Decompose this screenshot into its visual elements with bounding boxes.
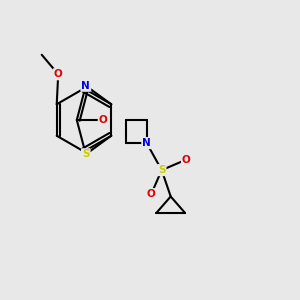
Text: S: S — [82, 149, 89, 159]
Text: O: O — [99, 115, 108, 125]
Text: O: O — [147, 189, 156, 199]
Text: O: O — [54, 69, 63, 79]
Text: S: S — [158, 165, 165, 175]
Text: N: N — [142, 138, 151, 148]
Text: O: O — [182, 154, 191, 165]
Text: N: N — [81, 81, 90, 91]
